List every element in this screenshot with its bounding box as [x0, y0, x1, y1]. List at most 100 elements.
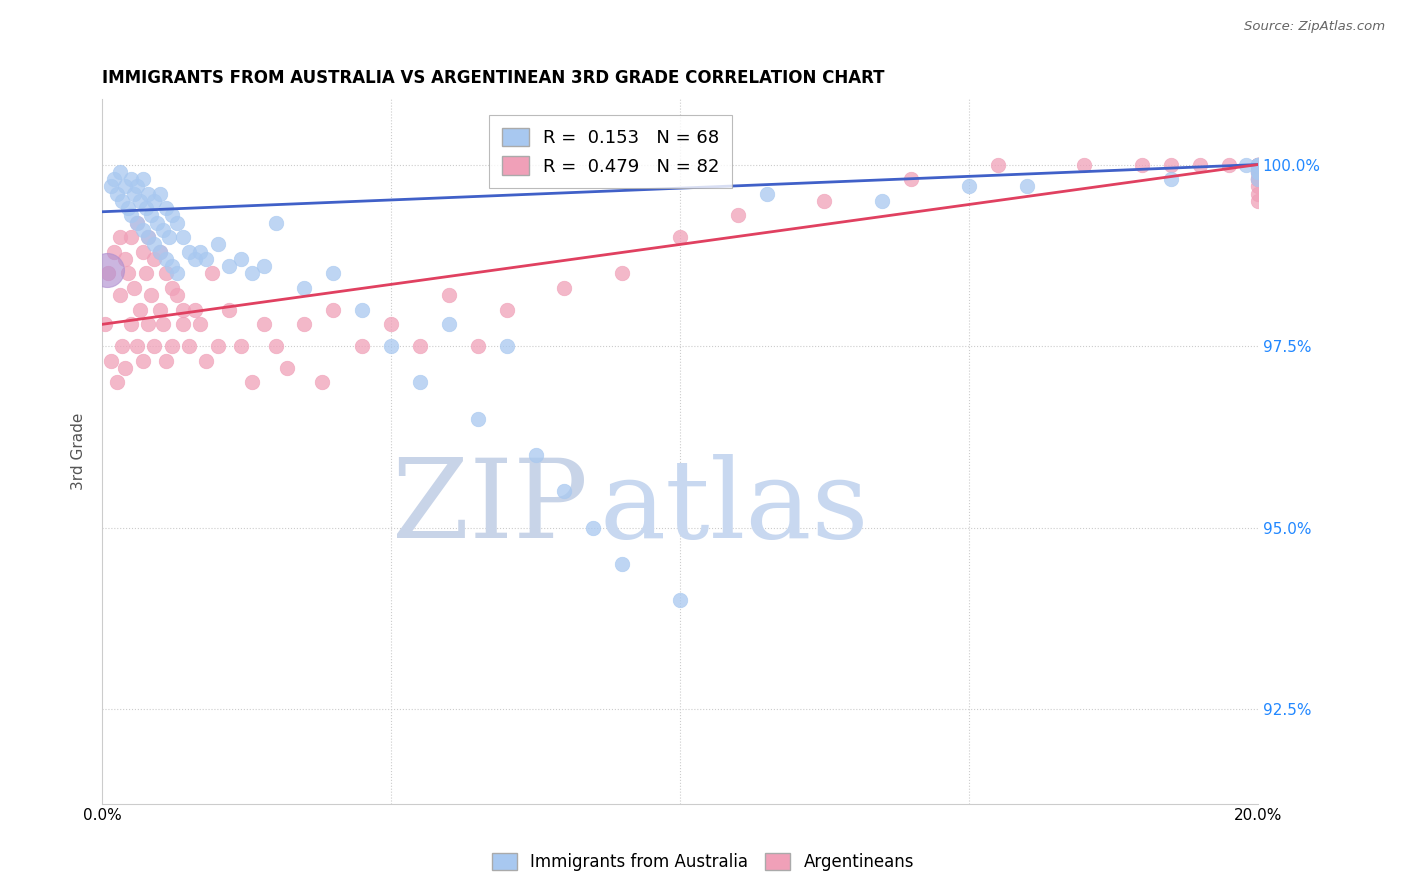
- Point: [1247, 172, 1270, 186]
- Point: [229, 252, 252, 266]
- Text: ZIP: ZIP: [392, 454, 588, 561]
- Point: [409, 339, 432, 353]
- Point: [138, 318, 160, 332]
- Point: [120, 172, 142, 186]
- Point: [467, 411, 489, 425]
- Point: [97, 267, 120, 281]
- Point: [1247, 157, 1270, 171]
- Point: [105, 186, 128, 201]
- Point: [177, 339, 200, 353]
- Point: [467, 339, 489, 353]
- Point: [122, 186, 145, 201]
- Point: [242, 376, 264, 390]
- Point: [1160, 172, 1182, 186]
- Point: [495, 339, 517, 353]
- Point: [135, 201, 157, 215]
- Text: Source: ZipAtlas.com: Source: ZipAtlas.com: [1244, 20, 1385, 33]
- Text: IMMIGRANTS FROM AUSTRALIA VS ARGENTINEAN 3RD GRADE CORRELATION CHART: IMMIGRANTS FROM AUSTRALIA VS ARGENTINEAN…: [103, 69, 884, 87]
- Point: [149, 302, 172, 317]
- Point: [1247, 157, 1270, 171]
- Point: [201, 267, 224, 281]
- Point: [1247, 157, 1270, 171]
- Point: [120, 230, 142, 244]
- Point: [207, 339, 229, 353]
- Y-axis label: 3rd Grade: 3rd Grade: [72, 413, 86, 490]
- Point: [1247, 165, 1270, 179]
- Point: [1160, 157, 1182, 171]
- Point: [141, 288, 163, 302]
- Point: [612, 267, 634, 281]
- Point: [111, 194, 134, 208]
- Point: [1247, 179, 1270, 194]
- Point: [172, 230, 194, 244]
- Point: [143, 194, 166, 208]
- Point: [207, 237, 229, 252]
- Point: [131, 172, 153, 186]
- Point: [160, 339, 183, 353]
- Point: [114, 360, 136, 375]
- Point: [1247, 157, 1270, 171]
- Point: [987, 157, 1010, 171]
- Point: [1247, 172, 1270, 186]
- Point: [380, 318, 402, 332]
- Point: [155, 353, 177, 368]
- Point: [103, 172, 125, 186]
- Point: [352, 339, 374, 353]
- Point: [155, 267, 177, 281]
- Point: [125, 179, 148, 194]
- Point: [128, 302, 150, 317]
- Point: [1247, 157, 1270, 171]
- Point: [524, 448, 547, 462]
- Point: [135, 267, 157, 281]
- Point: [172, 302, 194, 317]
- Point: [1130, 157, 1153, 171]
- Point: [166, 288, 188, 302]
- Point: [125, 339, 148, 353]
- Point: [141, 208, 163, 222]
- Point: [1015, 179, 1038, 194]
- Point: [495, 302, 517, 317]
- Point: [1247, 165, 1270, 179]
- Point: [108, 288, 131, 302]
- Point: [190, 244, 212, 259]
- Point: [111, 339, 134, 353]
- Point: [1234, 157, 1257, 171]
- Point: [311, 376, 333, 390]
- Point: [143, 252, 166, 266]
- Point: [727, 208, 749, 222]
- Point: [149, 244, 172, 259]
- Point: [553, 281, 575, 295]
- Point: [612, 557, 634, 571]
- Point: [94, 318, 117, 332]
- Point: [125, 216, 148, 230]
- Point: [1247, 165, 1270, 179]
- Point: [128, 194, 150, 208]
- Point: [264, 339, 287, 353]
- Point: [195, 353, 218, 368]
- Point: [152, 318, 174, 332]
- Point: [669, 230, 692, 244]
- Point: [117, 267, 139, 281]
- Point: [149, 244, 172, 259]
- Point: [152, 223, 174, 237]
- Point: [253, 259, 276, 273]
- Point: [160, 208, 183, 222]
- Point: [149, 186, 172, 201]
- Point: [131, 244, 153, 259]
- Point: [1247, 165, 1270, 179]
- Point: [108, 165, 131, 179]
- Point: [138, 186, 160, 201]
- Point: [229, 339, 252, 353]
- Point: [380, 339, 402, 353]
- Point: [122, 281, 145, 295]
- Point: [669, 593, 692, 607]
- Point: [1073, 157, 1095, 171]
- Point: [242, 267, 264, 281]
- Point: [218, 302, 240, 317]
- Point: [264, 216, 287, 230]
- Point: [138, 230, 160, 244]
- Point: [155, 252, 177, 266]
- Point: [1247, 157, 1270, 171]
- Point: [114, 179, 136, 194]
- Point: [1247, 194, 1270, 208]
